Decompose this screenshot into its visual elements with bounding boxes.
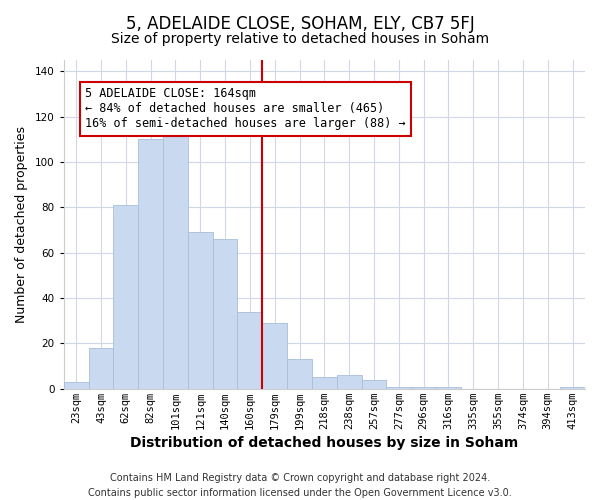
Bar [287, 360, 312, 389]
Bar [89, 348, 113, 389]
Bar [64, 382, 89, 389]
Text: 5, ADELAIDE CLOSE, SOHAM, ELY, CB7 5FJ: 5, ADELAIDE CLOSE, SOHAM, ELY, CB7 5FJ [125, 15, 475, 33]
Y-axis label: Number of detached properties: Number of detached properties [15, 126, 28, 323]
X-axis label: Distribution of detached houses by size in Soham: Distribution of detached houses by size … [130, 436, 518, 450]
Bar [436, 386, 461, 389]
Bar [138, 140, 163, 389]
Bar [386, 386, 411, 389]
Bar [411, 386, 436, 389]
Bar [238, 312, 262, 389]
Text: 5 ADELAIDE CLOSE: 164sqm
← 84% of detached houses are smaller (465)
16% of semi-: 5 ADELAIDE CLOSE: 164sqm ← 84% of detach… [85, 87, 406, 130]
Bar [163, 130, 188, 389]
Text: Contains HM Land Registry data © Crown copyright and database right 2024.
Contai: Contains HM Land Registry data © Crown c… [88, 472, 512, 498]
Bar [188, 232, 212, 389]
Bar [337, 375, 362, 389]
Bar [312, 378, 337, 389]
Bar [560, 386, 585, 389]
Bar [113, 205, 138, 389]
Bar [212, 239, 238, 389]
Bar [262, 323, 287, 389]
Bar [362, 380, 386, 389]
Text: Size of property relative to detached houses in Soham: Size of property relative to detached ho… [111, 32, 489, 46]
